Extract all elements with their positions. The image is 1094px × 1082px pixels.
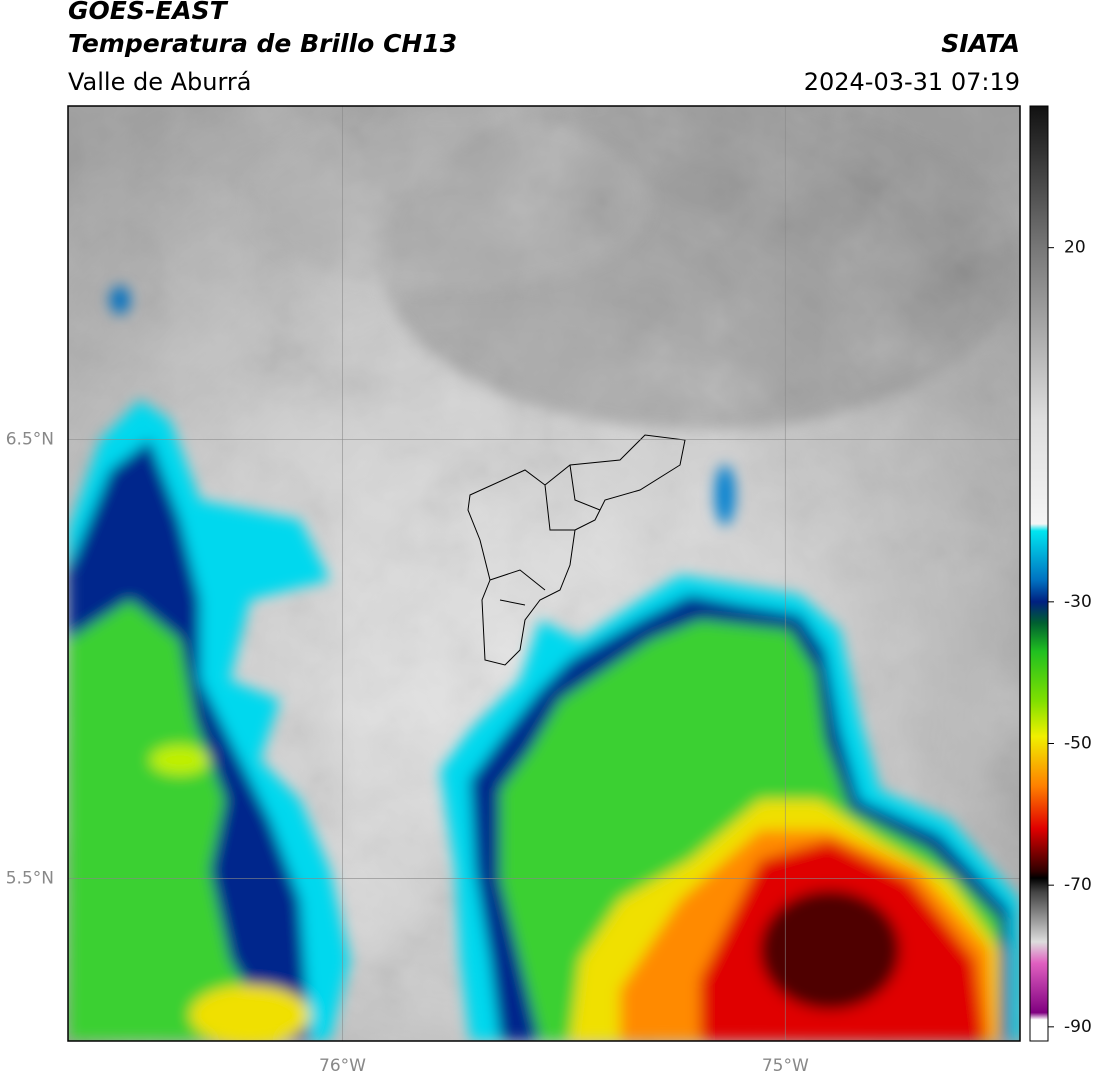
colorbar-tick-label: -50 — [1064, 734, 1092, 754]
colorbar-tick-label: 20 — [1064, 238, 1086, 258]
x-tick-label: 75°W — [762, 1056, 809, 1076]
x-tick-label: 76°W — [319, 1056, 366, 1076]
colorbar-tick-label: -70 — [1064, 875, 1092, 895]
source: SIATA — [941, 29, 1020, 58]
region: Valle de Aburrá — [68, 68, 252, 96]
subtitle: Temperatura de Brillo CH13 — [68, 29, 457, 58]
colorbar-tick-label: -30 — [1064, 592, 1092, 612]
colorbar — [1029, 105, 1049, 1042]
colorbar-tick-label: -90 — [1064, 1017, 1092, 1037]
map-frame — [67, 105, 1021, 1042]
y-tick-label: 6.5°N — [6, 430, 54, 450]
y-tick-label: 5.5°N — [6, 869, 54, 889]
title: GOES-EAST — [68, 0, 229, 25]
imagery — [68, 106, 1020, 1041]
datetime: 2024-03-31 07:19 — [804, 68, 1020, 96]
